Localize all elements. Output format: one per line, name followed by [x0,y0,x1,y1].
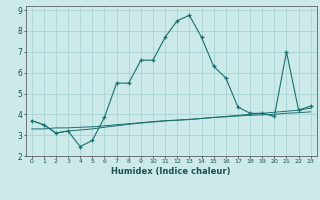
X-axis label: Humidex (Indice chaleur): Humidex (Indice chaleur) [111,167,231,176]
